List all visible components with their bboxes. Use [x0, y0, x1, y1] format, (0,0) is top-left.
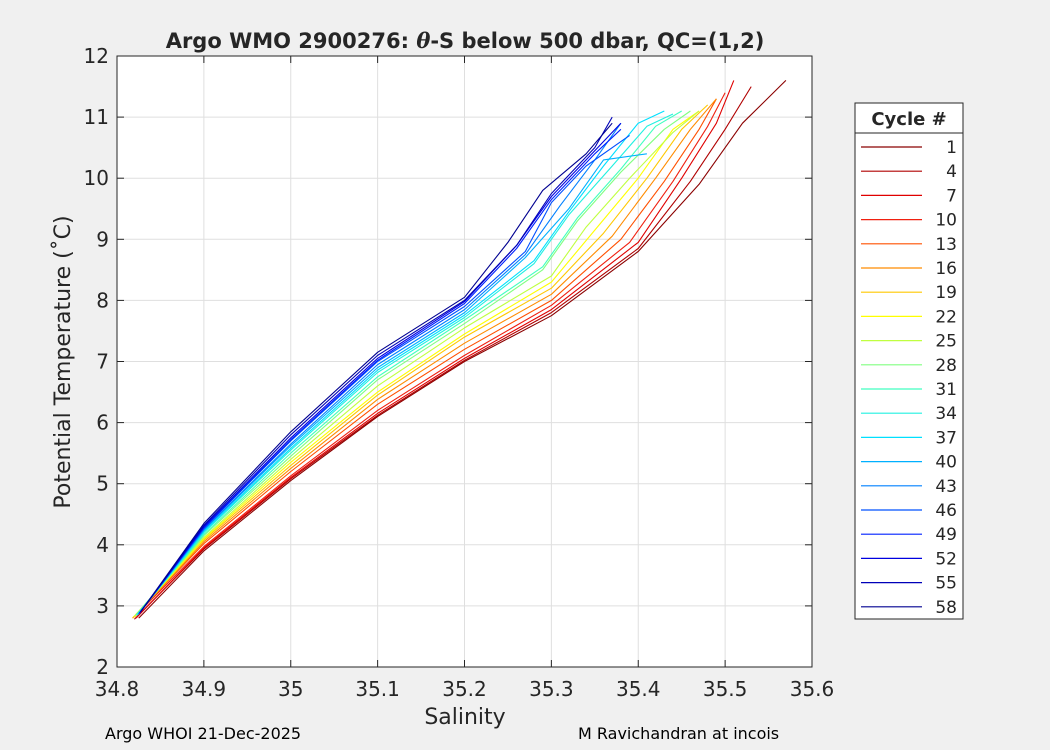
- legend-label: 52: [935, 549, 957, 569]
- series-line-cycle-37: [137, 110, 665, 615]
- legend-label: 58: [935, 598, 957, 618]
- legend-label: 40: [935, 453, 957, 473]
- x-tick-label: 35.3: [529, 677, 574, 701]
- chart-title-theta: θ: [416, 28, 430, 53]
- y-tick-label: 7: [96, 350, 109, 374]
- legend-label: 4: [946, 162, 957, 182]
- series-line-cycle-7: [135, 80, 735, 619]
- chart-title-suffix: -S below 500 dbar, QC=(1,2): [430, 29, 764, 53]
- legend-label: 46: [935, 501, 957, 521]
- x-tick-label: 34.8: [95, 677, 140, 701]
- y-tick-label: 12: [84, 44, 109, 68]
- legend-label: 34: [935, 404, 957, 424]
- x-tick-label: 35.5: [703, 677, 748, 701]
- y-tick-label: 11: [84, 105, 109, 129]
- x-tick-label: 35.6: [790, 677, 835, 701]
- x-tick-label: 35.4: [616, 677, 661, 701]
- series-line-cycle-34: [136, 113, 674, 616]
- legend-label: 25: [935, 332, 957, 352]
- y-tick-label: 9: [96, 227, 109, 251]
- series-lines: [132, 80, 787, 620]
- footer-left: Argo WHOI 21-Dec-2025: [105, 724, 302, 743]
- footer-right: M Ravichandran at incois: [578, 724, 780, 743]
- legend-label: 16: [935, 259, 957, 279]
- series-line-cycle-52: [139, 122, 622, 614]
- legend-label: 37: [935, 428, 957, 448]
- y-tick-label: 8: [96, 288, 109, 312]
- legend-label: 31: [935, 380, 957, 400]
- series-line-cycle-28: [135, 110, 691, 617]
- series-line-cycle-46: [138, 134, 630, 615]
- legend: Cycle #1 4 7 10 13 16 19 22 25 28 31 34 37 40 43 46 49 52…: [854, 102, 964, 620]
- x-tick-label: 34.9: [182, 677, 227, 701]
- y-tick-label: 4: [96, 533, 109, 557]
- series-line-cycle-13: [132, 98, 717, 619]
- legend-label: 22: [935, 307, 957, 327]
- x-tick-label: 35: [278, 677, 303, 701]
- series-line-cycle-4: [134, 86, 752, 620]
- series-line-cycle-55: [140, 116, 613, 613]
- y-axis-label: Potential Temperature (˚C): [51, 215, 76, 508]
- series-line-cycle-58: [140, 122, 613, 613]
- legend-label: 7: [946, 186, 957, 206]
- legend-label: 43: [935, 477, 957, 497]
- legend-label: 19: [935, 283, 957, 303]
- series-line-cycle-16: [133, 98, 717, 618]
- legend-label: 28: [935, 356, 957, 376]
- legend-label: 49: [935, 525, 957, 545]
- chart-title-prefix: Argo WMO 2900276:: [166, 29, 417, 53]
- legend-label: 13: [935, 235, 957, 255]
- y-tick-label: 2: [96, 655, 109, 679]
- y-tick-label: 3: [96, 594, 109, 618]
- y-tick-label: 10: [84, 166, 109, 190]
- x-axis-label: Salinity: [424, 705, 505, 730]
- chart-title: Argo WMO 2900276: θ-S below 500 dbar, QC…: [166, 28, 765, 53]
- legend-label: 1: [946, 138, 957, 158]
- series-line-cycle-1: [138, 80, 787, 619]
- series-line-cycle-31: [135, 110, 682, 616]
- legend-label: 55: [935, 574, 957, 594]
- legend-label: 10: [935, 211, 957, 231]
- legend-title: Cycle #: [871, 109, 946, 130]
- y-tick-label: 5: [96, 472, 109, 496]
- axis-ticks: 34.8 34.9 35 35.1 35.2 35.3 35.4 35.5 35.6 2 3 4 5 6 7…: [84, 44, 835, 701]
- series-line-cycle-49: [139, 128, 622, 614]
- x-tick-label: 35.2: [442, 677, 487, 701]
- x-tick-label: 35.1: [355, 677, 400, 701]
- series-line-cycle-19: [132, 104, 709, 619]
- series-line-cycle-10: [134, 92, 726, 618]
- series-line-cycle-40: [137, 153, 647, 615]
- series-line-cycle-25: [133, 110, 700, 617]
- series-line-cycle-22: [133, 110, 700, 618]
- series-line-cycle-43: [138, 122, 622, 615]
- legend-box: [854, 102, 964, 620]
- y-tick-label: 6: [96, 411, 109, 435]
